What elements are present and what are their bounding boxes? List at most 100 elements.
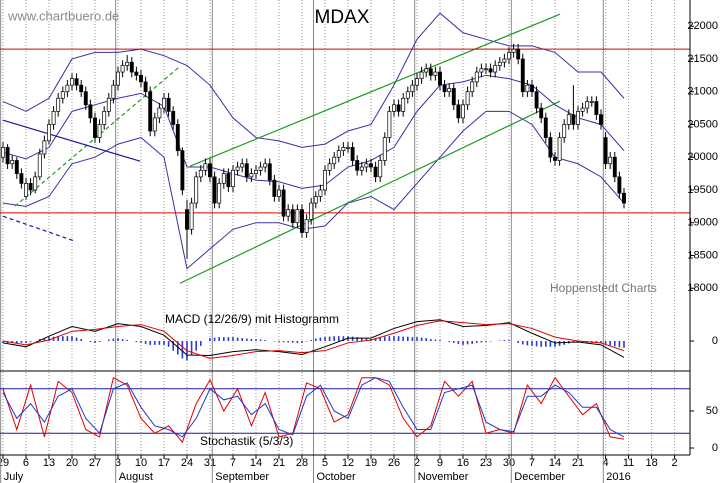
candle-body bbox=[175, 124, 180, 152]
histogram-bar bbox=[333, 336, 335, 341]
candle-body bbox=[212, 176, 217, 204]
histogram-bar bbox=[140, 341, 142, 343]
candle-body bbox=[461, 104, 465, 119]
y-tick-label: 19500 bbox=[687, 184, 718, 196]
x-tick-label: 19 bbox=[365, 457, 377, 469]
histogram-bar bbox=[471, 341, 473, 344]
candle-body bbox=[217, 183, 222, 204]
histogram-bar bbox=[535, 341, 538, 347]
candle-body bbox=[350, 147, 355, 161]
x-tick-label: 31 bbox=[204, 457, 216, 469]
candle-body bbox=[507, 52, 511, 60]
candle-body bbox=[525, 84, 530, 93]
candle-body bbox=[14, 160, 19, 174]
month-label: December bbox=[514, 471, 565, 483]
histogram-bar bbox=[107, 339, 110, 341]
candle-body bbox=[369, 163, 373, 168]
candle-body bbox=[474, 71, 479, 83]
candle-body bbox=[465, 91, 470, 106]
candle-body bbox=[277, 189, 281, 197]
x-tick-label: 17 bbox=[158, 457, 170, 469]
candle-body bbox=[488, 68, 493, 73]
histogram-bar bbox=[43, 338, 46, 341]
trendline bbox=[2, 215, 76, 242]
candle-body bbox=[171, 111, 176, 125]
candle-body bbox=[5, 147, 10, 165]
histogram-bar bbox=[397, 336, 400, 341]
candle-body bbox=[405, 91, 410, 99]
histogram-bar bbox=[213, 337, 216, 341]
candle-body bbox=[28, 183, 33, 191]
histogram-bar bbox=[319, 337, 322, 341]
histogram-bar bbox=[245, 338, 248, 341]
candle-body bbox=[336, 150, 341, 158]
candle-body bbox=[47, 124, 51, 142]
y-tick-label: 20500 bbox=[687, 118, 718, 130]
histogram-bar bbox=[117, 338, 119, 341]
bollinger-middle bbox=[2, 74, 625, 189]
candle-body bbox=[479, 68, 484, 73]
candle-body bbox=[286, 209, 291, 217]
x-tick-label: 7 bbox=[230, 457, 236, 469]
candle-body bbox=[355, 160, 360, 171]
histogram-bar bbox=[485, 341, 487, 342]
histogram-bar bbox=[71, 336, 73, 341]
x-tick-label: 5 bbox=[322, 457, 328, 469]
histogram-bar bbox=[618, 341, 621, 348]
month-label: August bbox=[119, 471, 153, 483]
month-label: October bbox=[316, 471, 355, 483]
candle-body bbox=[470, 81, 475, 93]
candle-body bbox=[134, 71, 139, 76]
candle-body bbox=[1, 147, 5, 158]
y-tick-label: 18500 bbox=[687, 249, 718, 261]
histogram-bar bbox=[554, 341, 556, 347]
candle-body bbox=[70, 78, 74, 86]
candle-body bbox=[19, 173, 24, 184]
x-tick-label: 21 bbox=[273, 457, 285, 469]
histogram-bar bbox=[416, 337, 418, 341]
source: www.chartbuero.de bbox=[7, 8, 119, 23]
trendline bbox=[179, 100, 561, 284]
histogram-bar bbox=[89, 341, 92, 342]
candle-body bbox=[589, 101, 594, 103]
candle-body bbox=[622, 192, 626, 204]
candle-body bbox=[125, 61, 130, 66]
x-tick-label: 20 bbox=[66, 457, 78, 469]
month-label: July bbox=[4, 471, 24, 483]
histogram-bar bbox=[75, 337, 78, 341]
month-label: November bbox=[418, 471, 469, 483]
candle-body bbox=[599, 114, 603, 125]
candle-body bbox=[442, 84, 447, 93]
candle-body bbox=[341, 147, 346, 152]
candle-body bbox=[208, 163, 212, 178]
candle-body bbox=[185, 209, 189, 230]
candle-body bbox=[534, 91, 539, 109]
x-tick-label: 16 bbox=[457, 457, 469, 469]
candle-body bbox=[318, 189, 323, 197]
candle-body bbox=[548, 137, 553, 158]
candle-body bbox=[313, 196, 318, 204]
histogram-bar bbox=[20, 341, 23, 343]
candle-body bbox=[309, 202, 314, 220]
candle-body bbox=[364, 163, 369, 168]
trendline bbox=[14, 65, 181, 207]
histogram-bar bbox=[466, 341, 469, 345]
histogram-bar bbox=[255, 339, 257, 341]
histogram-bar bbox=[393, 336, 395, 341]
candle-body bbox=[79, 84, 84, 93]
histogram-bar bbox=[135, 341, 138, 342]
candle-body bbox=[102, 111, 107, 125]
month-label: 2016 bbox=[606, 471, 630, 483]
histogram-bar bbox=[259, 339, 262, 341]
candle-body bbox=[281, 189, 286, 217]
candle-body bbox=[387, 111, 392, 138]
histogram-bar bbox=[52, 336, 55, 341]
candle-body bbox=[93, 117, 97, 138]
candle-body bbox=[42, 140, 47, 155]
candle-body bbox=[543, 117, 548, 138]
candle-body bbox=[493, 65, 498, 73]
candle-body bbox=[300, 209, 304, 233]
histogram-bar bbox=[241, 338, 243, 341]
histogram-bar bbox=[609, 341, 611, 346]
